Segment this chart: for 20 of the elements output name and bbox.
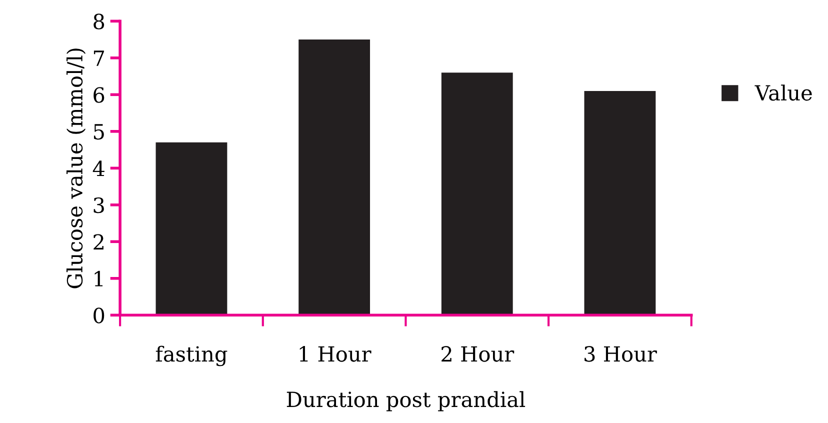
y-tick-label: 3 — [94, 197, 104, 214]
y-tick-label: 8 — [94, 14, 104, 30]
bar — [156, 142, 228, 316]
y-axis-title: Glucose value (mmol/l) — [66, 48, 86, 288]
y-tick-label: 6 — [94, 87, 104, 103]
y-tick-label: 7 — [94, 50, 104, 66]
legend-label: Value — [754, 84, 812, 101]
x-tick-label: 3 Hour — [584, 346, 657, 362]
y-tick-label: 2 — [94, 234, 104, 250]
x-tick-label: 2 Hour — [442, 346, 514, 362]
y-tick-label: 5 — [94, 124, 104, 140]
y-tick-label: 1 — [94, 270, 103, 286]
y-tick-label: 0 — [94, 308, 104, 324]
x-tick-label: 1 Hour — [300, 346, 372, 362]
bar — [298, 40, 370, 316]
x-axis-title: Duration post prandial — [286, 391, 526, 412]
y-tick-label: 4 — [92, 160, 104, 176]
x-tick-label: fasting — [156, 346, 228, 366]
bar — [441, 72, 513, 316]
bar — [584, 90, 656, 316]
